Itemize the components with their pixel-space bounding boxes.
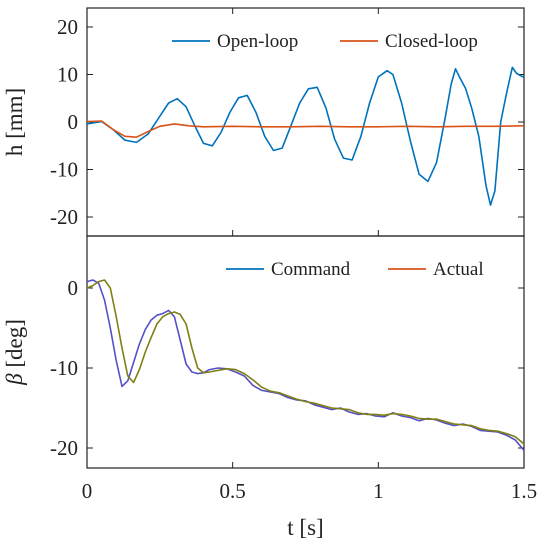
series-line-2 — [86, 120, 525, 138]
top-panel: 20 10 0 -10 -20 h [mm] Open-loop Closed-loop — [2, 7, 525, 237]
x-ticks: 0 0.5 1 1.5 — [82, 8, 537, 503]
series-line-1 — [86, 66, 525, 206]
y-tick-label: 0 — [68, 110, 79, 134]
y-tick-label: -10 — [50, 158, 78, 182]
legend-label: Open-loop — [217, 31, 298, 52]
y-axis-unit: [deg] — [2, 319, 27, 373]
bottom-series-lines — [86, 279, 525, 451]
y-tick-label: -20 — [50, 436, 78, 460]
top-y-axis-label: h [mm] — [2, 88, 27, 156]
legend-label: Closed-loop — [385, 31, 478, 52]
y-tick-label: -10 — [50, 356, 78, 380]
x-tick-label: 1.5 — [511, 479, 537, 503]
legend-label: Actual — [433, 259, 484, 280]
bottom-panel: 0 -10 -20 0 0.5 1 1.5 β [deg] t [s] Command Ac… — [2, 8, 537, 540]
y-tick-label: -20 — [50, 205, 78, 229]
x-axis-label: t [s] — [287, 515, 323, 540]
x-tick-label: 1 — [373, 479, 384, 503]
y-tick-label: 10 — [57, 63, 78, 87]
top-legend: Open-loop Closed-loop — [172, 31, 478, 52]
x-tick-label: 0.5 — [220, 479, 246, 503]
bottom-plot-frame — [86, 235, 525, 469]
top-series-lines — [86, 66, 525, 206]
bottom-y-axis-label: β [deg] — [2, 319, 27, 386]
y-axis-symbol: β — [2, 373, 27, 386]
bottom-y-ticks: 0 -10 -20 — [50, 276, 524, 460]
top-y-ticks: 20 10 0 -10 -20 — [50, 15, 524, 229]
bottom-legend: Command Actual — [226, 259, 484, 280]
x-tick-label: 0 — [82, 479, 93, 503]
legend-label: Command — [271, 259, 351, 280]
y-tick-label: 20 — [57, 15, 78, 39]
series-line-2 — [86, 279, 525, 445]
y-tick-label: 0 — [68, 276, 79, 300]
